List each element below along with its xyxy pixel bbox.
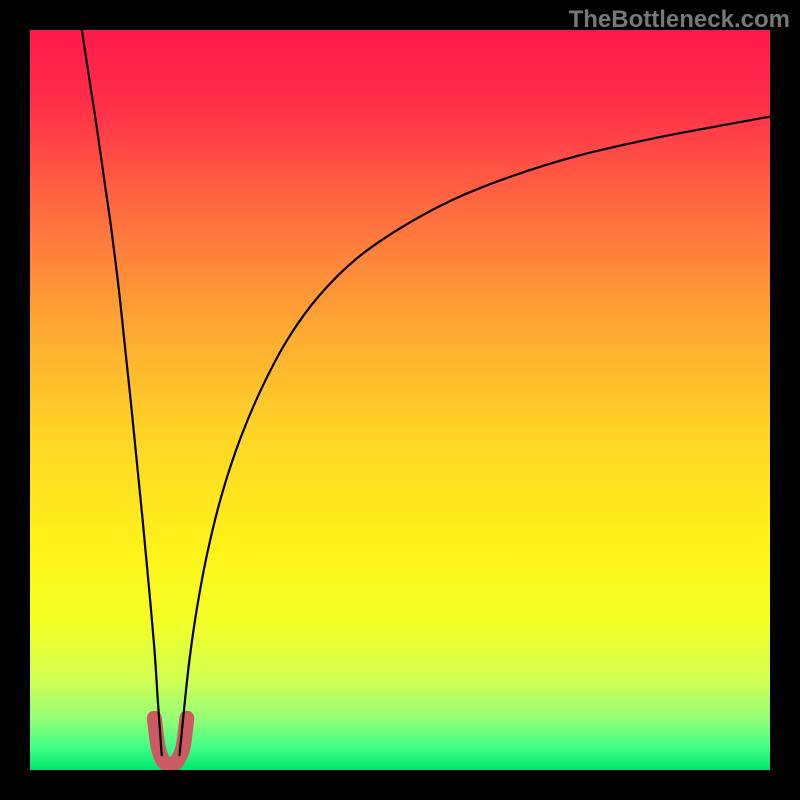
gradient-background <box>30 30 770 770</box>
watermark-text: TheBottleneck.com <box>569 6 790 34</box>
plot-area <box>30 30 770 770</box>
chart-svg <box>30 30 770 770</box>
